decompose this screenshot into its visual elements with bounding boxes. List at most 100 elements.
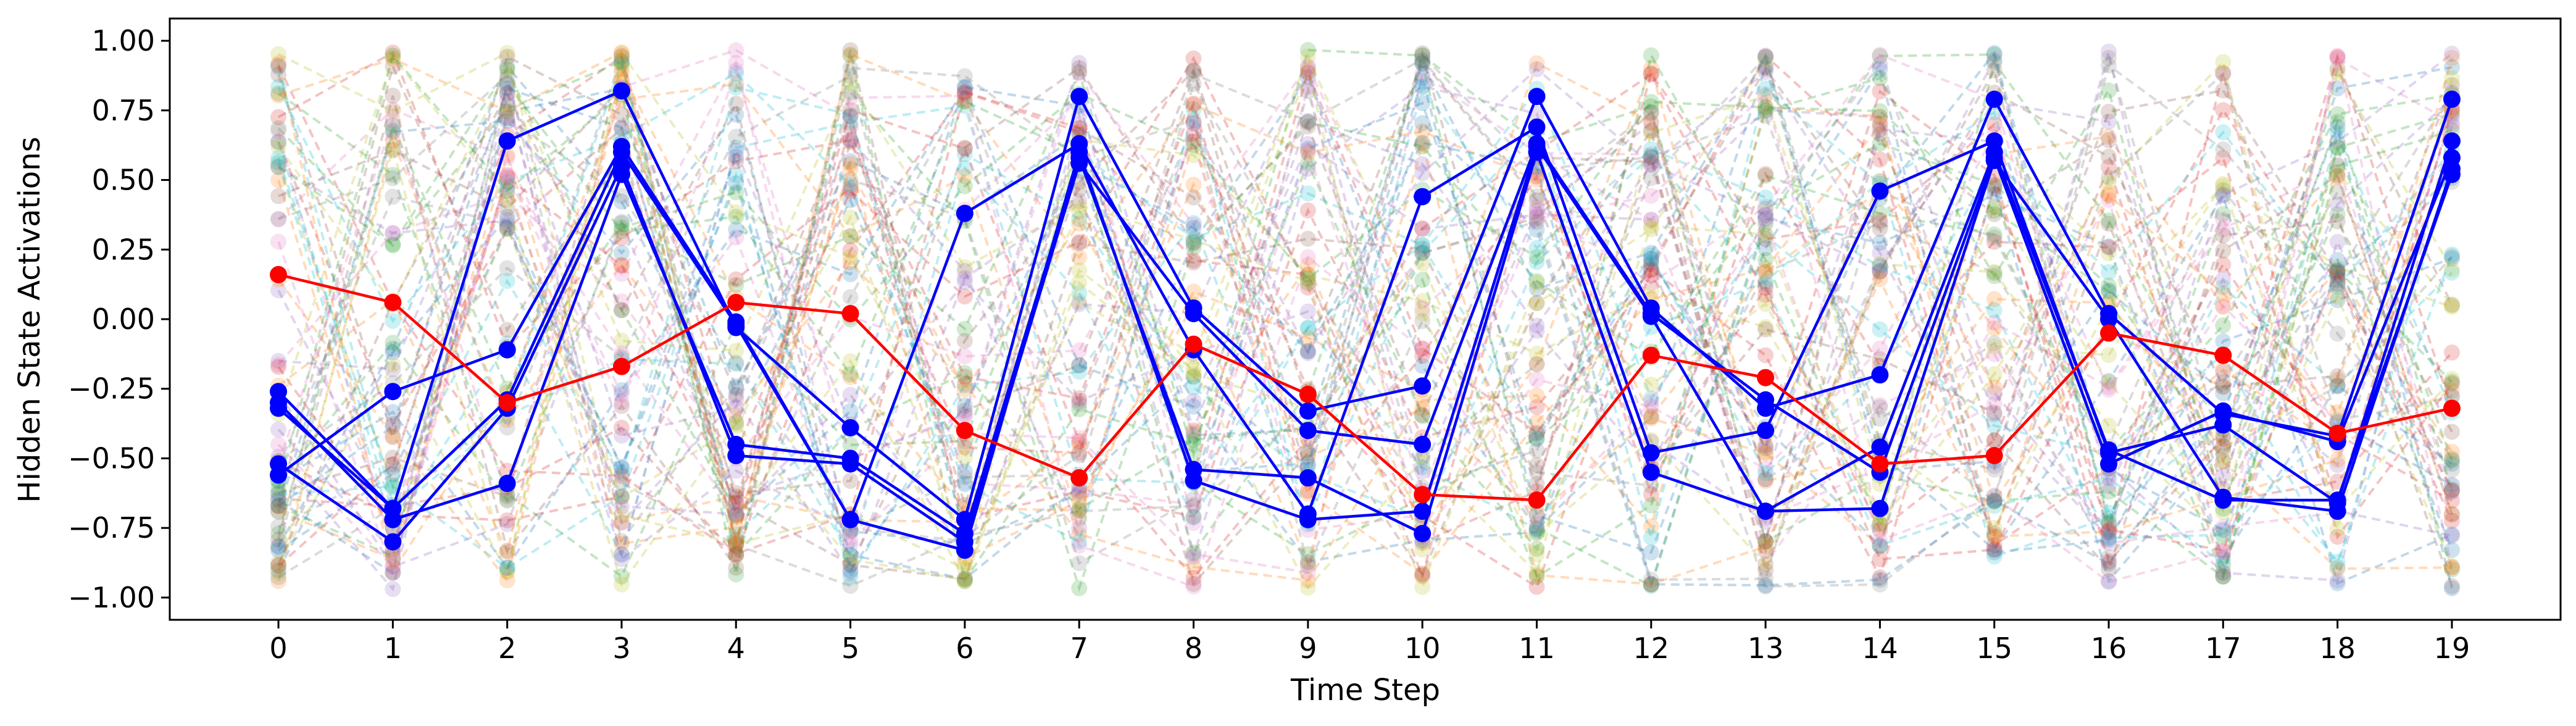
background-series-point xyxy=(1757,562,1774,579)
background-series-point xyxy=(2215,564,2232,581)
series-point-blue-5 xyxy=(1299,511,1317,528)
background-series-point xyxy=(1986,226,2003,243)
background-series-point xyxy=(956,98,973,114)
background-series-point xyxy=(2101,82,2117,99)
background-series-point xyxy=(2329,206,2346,223)
background-series-point xyxy=(1414,94,1431,111)
background-series-point xyxy=(613,106,630,123)
background-series-point xyxy=(1872,120,1888,137)
background-series-point xyxy=(1299,444,1316,461)
background-series-point xyxy=(385,225,401,242)
background-series-point xyxy=(1986,335,2003,352)
background-series-point xyxy=(1071,55,1088,72)
background-series-point xyxy=(1643,104,1659,120)
background-series-point xyxy=(2329,378,2346,394)
background-series-point xyxy=(1071,262,1088,278)
background-series-point xyxy=(2101,191,2117,208)
background-series xyxy=(270,56,2460,592)
background-series-point xyxy=(2101,43,2117,60)
background-series-point xyxy=(956,85,973,101)
background-series-line xyxy=(277,63,2453,575)
background-series-point xyxy=(2329,124,2346,141)
background-series-point xyxy=(613,302,630,319)
background-series-point xyxy=(1872,212,1888,229)
background-series-point xyxy=(613,293,630,310)
background-series-point xyxy=(1872,46,1888,63)
background-series-point xyxy=(613,498,630,515)
background-series-point xyxy=(1185,515,1202,532)
background-series-point xyxy=(728,277,744,293)
background-series-point xyxy=(1414,452,1431,469)
background-series-point xyxy=(613,257,630,273)
background-series-point xyxy=(1414,272,1431,288)
background-series-point xyxy=(1299,546,1316,562)
background-series-point xyxy=(1643,518,1659,535)
background-series-point xyxy=(1071,296,1088,312)
series-point-blue-2 xyxy=(1414,188,1432,206)
background-series-point xyxy=(1071,357,1088,373)
background-series-point xyxy=(499,412,515,428)
series-point-red xyxy=(1757,369,1775,386)
background-series-point xyxy=(842,353,859,370)
background-series-point xyxy=(728,379,744,396)
background-series-point xyxy=(2101,374,2117,391)
background-series-point xyxy=(842,106,859,123)
background-series-point xyxy=(2215,543,2232,560)
background-series-line xyxy=(277,92,2453,578)
background-series-point xyxy=(1299,140,1316,157)
background-series-point xyxy=(1872,340,1888,357)
background-series-point xyxy=(1757,273,1774,290)
background-series-point xyxy=(2215,438,2232,454)
background-series-point xyxy=(2443,443,2460,460)
background-series-point xyxy=(1299,555,1316,572)
series-point-red xyxy=(727,293,745,311)
background-series-point xyxy=(613,193,630,210)
background-series-point xyxy=(1757,533,1774,550)
background-series-point xyxy=(1757,264,1774,280)
background-series-point xyxy=(499,109,515,126)
background-series-point xyxy=(2215,187,2232,204)
series-point-red xyxy=(2214,346,2232,364)
background-series-point xyxy=(2329,119,2346,135)
background-series-point xyxy=(613,533,630,549)
background-series-point xyxy=(2329,561,2346,577)
background-series-point xyxy=(270,282,287,299)
background-series-point xyxy=(2443,375,2460,392)
background-series-point xyxy=(1757,437,1774,454)
background-series-point xyxy=(613,257,630,273)
background-series-point xyxy=(1643,217,1659,234)
background-series-point xyxy=(1872,235,1888,251)
background-series-point xyxy=(1872,321,1888,338)
background-series-point xyxy=(1872,244,1888,261)
background-series-point xyxy=(1071,526,1088,543)
background-series-point xyxy=(2443,559,2460,575)
background-series-point xyxy=(1643,47,1659,64)
background-series-point xyxy=(1299,136,1316,152)
background-series-point xyxy=(1185,63,1202,80)
background-series-point xyxy=(2443,559,2460,576)
background-series-point xyxy=(1986,404,2003,421)
background-series-point xyxy=(1299,343,1316,360)
background-series-point xyxy=(385,449,401,466)
background-series-point xyxy=(613,214,630,230)
background-series-point xyxy=(385,581,401,598)
series-point-blue-1 xyxy=(612,82,630,100)
background-series-line xyxy=(277,57,2453,585)
background-series-point xyxy=(499,61,515,78)
background-series-point xyxy=(2215,141,2232,158)
background-series-point xyxy=(956,561,973,577)
background-series-point xyxy=(1299,279,1316,296)
background-series-point xyxy=(1986,541,2003,558)
background-series-point xyxy=(499,488,515,504)
background-series-point xyxy=(499,419,515,436)
x-tick-label: 6 xyxy=(956,632,973,665)
background-series-point xyxy=(956,375,973,392)
background-series-point xyxy=(2215,182,2232,198)
background-series-point xyxy=(2101,245,2117,262)
background-series-point xyxy=(842,547,859,564)
background-series-point xyxy=(956,270,973,286)
background-series-point xyxy=(842,134,859,151)
background-series-point xyxy=(1643,254,1659,270)
series-point-blue-2 xyxy=(2443,132,2461,150)
background-series-point xyxy=(1757,227,1774,244)
